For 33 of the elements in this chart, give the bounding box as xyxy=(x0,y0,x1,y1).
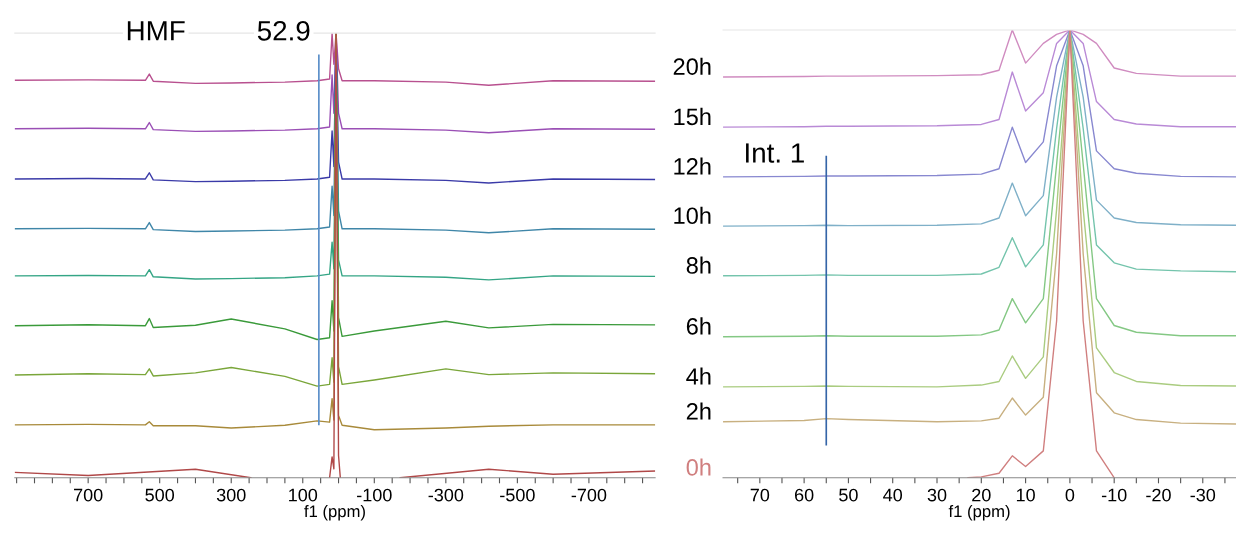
series-label: 8h xyxy=(686,256,711,274)
annotation: HMF xyxy=(127,21,185,41)
x-tick-label: -10 xyxy=(1101,488,1127,502)
x-tick-label: 100 xyxy=(289,488,318,502)
series-label: 10h xyxy=(674,206,711,225)
x-axis-title: f1 (ppm) xyxy=(948,505,1010,521)
x-tick-label: 700 xyxy=(74,488,103,502)
annotation: Int. 1 xyxy=(746,143,804,163)
x-tick-label: 70 xyxy=(750,488,770,502)
x-tick-label: -300 xyxy=(428,488,464,502)
series-label: 20h xyxy=(673,57,711,75)
x-tick-label: 40 xyxy=(883,488,903,502)
x-tick-label: -100 xyxy=(357,488,392,502)
x-tick-label: -500 xyxy=(500,488,535,502)
x-tick-label: 0 xyxy=(1065,488,1075,502)
x-tick-label: 60 xyxy=(795,488,814,502)
series-label: 4h xyxy=(686,367,711,385)
text: 0h xyxy=(686,458,711,476)
series-label: 6h xyxy=(686,317,711,335)
x-tick-label: 50 xyxy=(839,488,858,502)
x-tick-label: 10 xyxy=(1016,488,1035,502)
x-tick-label: -30 xyxy=(1190,488,1216,502)
x-tick-label: 30 xyxy=(927,488,947,502)
series-label: 12h xyxy=(674,157,711,175)
series-label: 15h xyxy=(674,107,711,126)
x-axis-title: f1 (ppm) xyxy=(304,505,365,521)
x-tick-label: -700 xyxy=(571,488,607,502)
x-tick-label: 500 xyxy=(145,488,175,502)
series-label: 2h xyxy=(686,402,711,420)
x-tick-label: 20 xyxy=(972,488,991,502)
x-tick-label: 300 xyxy=(216,488,246,502)
annotation: 52.9 xyxy=(257,20,310,41)
x-tick-label: -20 xyxy=(1146,488,1171,502)
